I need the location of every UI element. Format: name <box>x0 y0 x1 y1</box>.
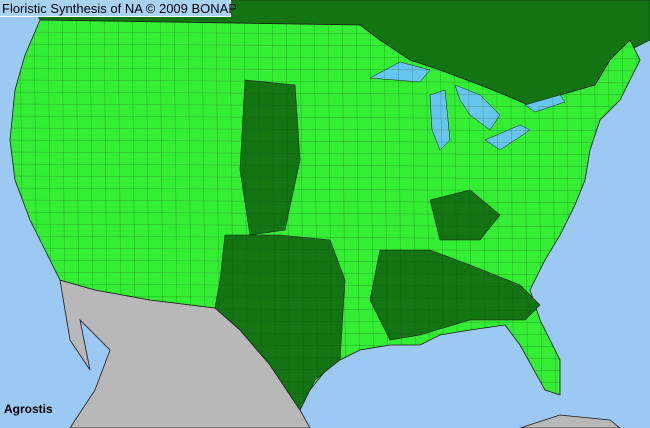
county-line <box>10 103 640 108</box>
county-line <box>10 223 640 228</box>
county-line <box>10 211 640 216</box>
southeast-dark <box>369 249 541 341</box>
county-line <box>10 187 640 192</box>
cuba-region <box>519 414 621 428</box>
map-title: Floristic Synthesis of NA © 2009 BONAP <box>0 0 238 17</box>
county-line <box>10 235 640 240</box>
county-line <box>10 259 640 264</box>
county-line <box>327 20 333 410</box>
southern-plains-dark <box>214 234 346 411</box>
northern-plains-dark <box>239 79 301 236</box>
county-line <box>10 175 640 180</box>
county-line <box>313 20 319 410</box>
county-line <box>10 247 640 252</box>
appalachian-dark <box>429 189 501 241</box>
county-line <box>285 20 291 410</box>
county-line <box>10 163 640 168</box>
county-line <box>341 20 347 410</box>
county-line <box>10 151 640 156</box>
county-line <box>10 199 640 204</box>
county-line <box>10 115 640 120</box>
county-line <box>271 20 277 410</box>
taxon-label: Agrostis <box>4 402 53 416</box>
county-line <box>10 139 640 144</box>
county-line <box>10 127 640 132</box>
county-line <box>299 20 305 410</box>
